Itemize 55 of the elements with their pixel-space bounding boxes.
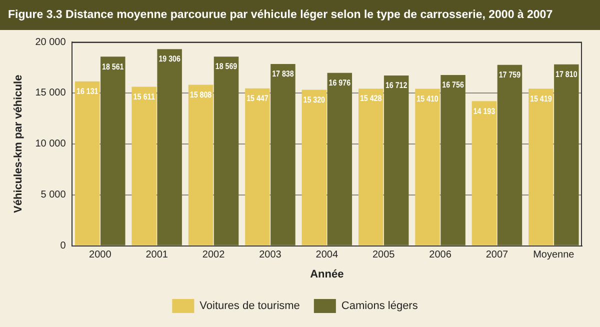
data-label: 18 569 (215, 62, 238, 72)
bar (528, 88, 554, 246)
data-label: 19 306 (158, 54, 182, 64)
x-tick-label: 2005 (372, 250, 396, 261)
bar (440, 75, 466, 246)
data-label: 17 810 (556, 69, 578, 80)
data-label: 15 419 (530, 94, 552, 104)
y-tick-label: 5 000 (40, 190, 66, 201)
bar (214, 56, 239, 246)
data-label: 15 428 (360, 94, 382, 104)
bar (100, 56, 126, 246)
legend-label: Voitures de tourisme (200, 300, 300, 312)
bar (472, 101, 497, 246)
data-label: 15 410 (416, 94, 439, 104)
x-tick-label: 2004 (316, 250, 338, 261)
data-label: 14 193 (473, 106, 496, 116)
data-label: 15 320 (303, 94, 326, 104)
x-tick-label: Moyenne (533, 250, 575, 261)
bar (75, 81, 100, 246)
bar (327, 72, 352, 246)
bar (554, 64, 579, 246)
bar (132, 86, 156, 246)
data-label: 17 759 (498, 70, 522, 80)
x-tick-label: 2001 (146, 250, 168, 261)
data-label: 18 561 (102, 62, 124, 72)
data-label: 15 611 (133, 92, 156, 102)
legend-label: Camions légers (341, 300, 418, 312)
y-axis-title: Véhicules-km par véhicule (12, 74, 25, 213)
bar (270, 64, 296, 246)
x-axis-title: Année (310, 268, 344, 280)
data-label: 16 131 (76, 86, 99, 96)
x-tick-label: 2000 (89, 250, 112, 261)
bar (302, 90, 327, 246)
bar (188, 84, 214, 246)
bar (245, 88, 270, 246)
data-label: 16 712 (385, 80, 408, 90)
x-tick-label: 2002 (202, 250, 226, 261)
x-tick-label: 2003 (259, 250, 282, 261)
bar (497, 64, 522, 246)
data-label: 16 976 (328, 78, 352, 88)
data-label: 17 838 (272, 69, 294, 79)
x-tick-label: 2006 (429, 250, 452, 261)
bar (358, 88, 384, 246)
y-tick-label: 15 000 (35, 88, 66, 99)
data-label: 15 447 (246, 93, 269, 104)
bar (384, 76, 409, 246)
y-tick-label: 10 000 (35, 138, 66, 150)
data-label: 16 756 (442, 80, 464, 90)
bar (415, 88, 440, 246)
data-label: 15 808 (190, 90, 212, 100)
y-tick-label: 20 000 (35, 36, 66, 48)
y-tick-label: 0 (60, 240, 66, 252)
chart-title: Figure 3.3 Distance moyenne parcourue par véhicule léger selon le type de carrosserie, 2000 à 2007 (0, 0, 600, 30)
bar (157, 49, 182, 246)
x-tick-label: 2007 (486, 250, 509, 261)
